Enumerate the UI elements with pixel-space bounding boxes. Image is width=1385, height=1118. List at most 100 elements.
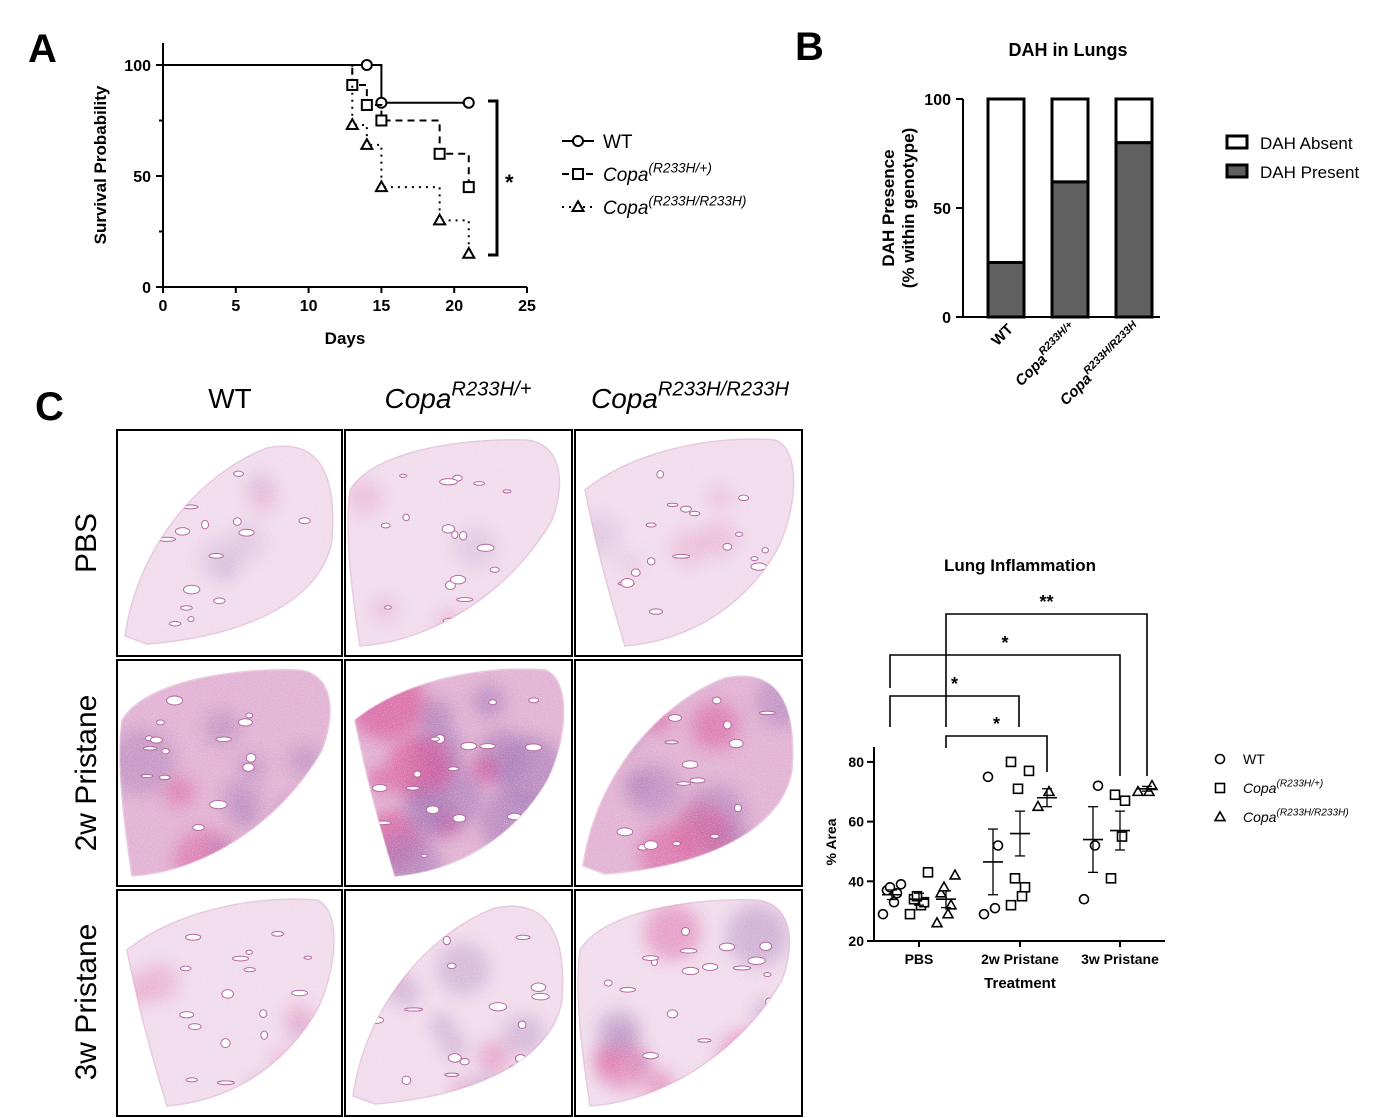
airway (180, 605, 193, 611)
inflammation-legend-marker (1213, 810, 1227, 822)
survival-significance: * (488, 99, 514, 257)
airway (280, 812, 294, 822)
airway (201, 519, 210, 530)
survival-point (375, 96, 388, 109)
inflammation-point (1119, 795, 1131, 807)
airway (642, 1051, 659, 1060)
histology-column-title: CopaR233H/+ (384, 378, 531, 414)
histology-frame (116, 429, 343, 657)
survival-legend-label: Copa(R233H/R233H) (603, 193, 746, 219)
survival-chart: 0 5 10 15 20 25 0 50 100 Days Survival Probabil… (91, 43, 746, 348)
airway (528, 697, 540, 704)
inflammation-point (989, 902, 1001, 914)
airway (488, 699, 497, 706)
airway (456, 597, 474, 603)
tissue-texture (583, 676, 793, 874)
airway (645, 522, 657, 528)
airway (679, 948, 698, 954)
histology-image (344, 659, 573, 887)
survival-legend-marker (572, 135, 584, 147)
histology-image (574, 889, 803, 1117)
airway (458, 619, 474, 629)
airway (479, 743, 496, 750)
survival-point (461, 245, 476, 259)
airway (405, 785, 421, 791)
airway (723, 720, 732, 730)
airway (166, 472, 186, 483)
histology-grid: WT CopaR233H/+ CopaR233H/R233H PBS 2w Prista… (70, 378, 803, 1117)
airway (447, 1053, 462, 1063)
tissue-texture (120, 669, 330, 876)
survival-point (462, 96, 475, 109)
airway (298, 517, 311, 525)
airway (168, 621, 182, 627)
inflammation-point (982, 771, 994, 783)
airway (441, 524, 456, 534)
airway (291, 989, 309, 997)
inflammation-point (1131, 784, 1145, 797)
airway (242, 762, 255, 772)
airway (618, 743, 632, 754)
airway (735, 531, 744, 537)
survival-point (360, 59, 373, 71)
significance-bracket (945, 613, 1148, 776)
inflammation-x-tick-label: 3w Pristane (1081, 951, 1159, 967)
survival-significance-star: * (505, 170, 514, 195)
histology-frame (344, 659, 573, 887)
survival-y-tick-label: 0 (142, 280, 151, 297)
survival-legend-label: WT (603, 132, 633, 153)
airway (664, 740, 679, 745)
airway (161, 747, 170, 755)
dah-legend-swatch (1225, 134, 1249, 150)
significance-bracket (889, 654, 1121, 776)
airway (185, 1077, 199, 1083)
airway (232, 517, 242, 526)
inflammation-point (1042, 784, 1056, 797)
airway (524, 743, 543, 752)
dah-y-tick-label: 0 (942, 310, 951, 327)
airway (758, 710, 776, 716)
inflammation-legend-label: WT (1243, 751, 1265, 767)
inflammation-point (1116, 831, 1128, 842)
survival-legend-marker (572, 168, 584, 180)
airway (444, 1072, 460, 1078)
histology-image (116, 429, 343, 657)
airway (718, 942, 736, 952)
airway (430, 736, 441, 742)
inflammation-patch (532, 823, 564, 859)
airway (680, 505, 692, 513)
airway (681, 760, 699, 769)
histology-frame (574, 429, 803, 657)
dah-bar-present (1114, 141, 1154, 319)
survival-x-tick-label: 0 (159, 298, 168, 315)
airway (476, 543, 495, 552)
airway (666, 1009, 679, 1019)
airway (179, 965, 192, 972)
inflammation-legend-label: Copa(R233H/+) (1243, 779, 1323, 796)
inflammation-point (1089, 840, 1101, 851)
airway (288, 800, 300, 810)
inflammation-point (948, 868, 962, 880)
airway (372, 820, 392, 826)
airway (710, 833, 720, 839)
airway (732, 965, 752, 971)
airway (402, 513, 410, 522)
airway (442, 617, 461, 625)
airway (728, 738, 744, 749)
airway (452, 814, 467, 823)
airway (449, 574, 467, 585)
inflammation-patch (301, 789, 330, 826)
survival-y-tick-label: 100 (124, 58, 151, 75)
airway (209, 799, 228, 810)
dah-bar-present (986, 261, 1026, 319)
inflammation-point (1009, 873, 1021, 884)
inflammation-x-tick-label: PBS (905, 951, 934, 967)
airway (668, 714, 682, 722)
inflammation-point (1005, 899, 1017, 911)
inflammation-point (978, 908, 990, 920)
airway (750, 556, 759, 562)
airway (517, 1020, 527, 1030)
inflammation-legend-marker (1214, 753, 1226, 765)
airway (515, 934, 531, 940)
